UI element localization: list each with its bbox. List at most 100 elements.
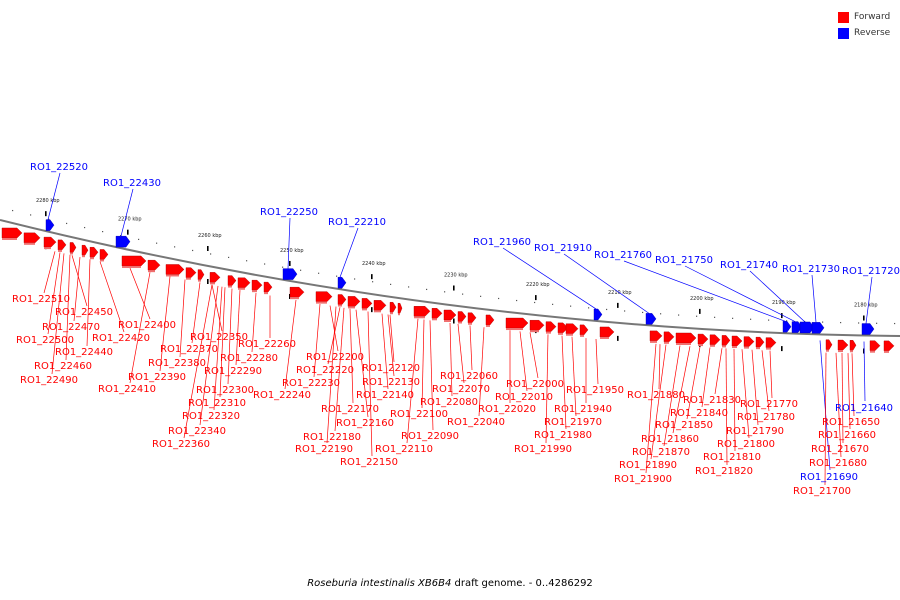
forward-leader-line (733, 348, 736, 452)
major-tick (863, 315, 865, 321)
forward-gene-label: RO1_21660 (818, 430, 876, 441)
minor-tick (120, 234, 122, 237)
forward-gene-shadow (664, 341, 669, 344)
forward-gene-arrow (837, 339, 849, 351)
forward-gene-label: RO1_22230 (282, 378, 340, 389)
forward-gene-label: RO1_21790 (726, 426, 784, 437)
forward-leader-line (769, 350, 773, 399)
forward-gene-arrow (89, 247, 99, 258)
forward-gene-arrow (289, 286, 305, 298)
forward-gene-shadow (580, 334, 584, 337)
major-tick-lower (207, 279, 209, 285)
forward-leader-line (284, 299, 297, 390)
forward-gene-shadow (530, 330, 539, 333)
forward-gene-label: RO1_21870 (632, 447, 690, 458)
minor-tick (696, 315, 698, 317)
legend: Forward Reverse (838, 9, 890, 41)
forward-gene-label: RO1_21900 (614, 474, 672, 485)
forward-gene-arrow (565, 323, 579, 334)
forward-leader-line (387, 314, 395, 377)
forward-gene-label: RO1_21970 (544, 417, 602, 428)
minor-tick (12, 209, 14, 212)
forward-leader-line (235, 290, 241, 366)
minor-tick (588, 307, 590, 309)
forward-gene-label: RO1_21950 (566, 385, 624, 396)
legend-forward: Forward (838, 9, 890, 25)
forward-leader-line (714, 348, 723, 395)
minor-tick (516, 299, 518, 302)
forward-gene-label: RO1_22000 (506, 379, 564, 390)
forward-gene-shadow (884, 350, 889, 353)
tick-label: 2230 kbp (444, 273, 468, 279)
forward-leader-line (851, 353, 855, 417)
major-tick-lower (453, 318, 455, 324)
forward-gene-shadow (698, 344, 703, 347)
leader-lines (43, 172, 873, 486)
minor-tick (444, 291, 446, 293)
forward-leader-line (421, 319, 425, 409)
gene-labels: RO1_22520 RO1_22430 RO1_22250 RO1_22210 RO1_… (12, 162, 900, 497)
forward-gene-shadow (432, 318, 437, 321)
forward-gene-arrow (43, 236, 57, 248)
forward-gene-arrow (147, 259, 161, 271)
reverse-leader-line (339, 227, 359, 278)
minor-tick (318, 272, 320, 274)
forward-gene-label: RO1_22140 (356, 390, 414, 401)
forward-gene-arrow (505, 317, 529, 329)
forward-leader-line (595, 338, 599, 385)
reverse-leader-line (47, 172, 61, 220)
reverse-gene-arrow (282, 268, 298, 280)
forward-gene-label: RO1_21880 (627, 390, 685, 401)
forward-gene-arrow (413, 306, 431, 317)
forward-gene-label: RO1_21890 (619, 460, 677, 471)
forward-gene-label: RO1_22350 (190, 332, 248, 343)
forward-leader-line (847, 353, 851, 430)
tick-label: 2200 kbp (690, 296, 714, 302)
reverse-gene-label: RO1_21960 (473, 237, 531, 248)
tick-label: 2250 kbp (280, 248, 304, 254)
forward-gene-shadow (228, 285, 232, 288)
minor-tick (822, 321, 824, 323)
minor-tick (48, 218, 50, 220)
forward-leader-line (478, 327, 485, 417)
forward-gene-shadow (756, 347, 760, 350)
forward-leader-line (326, 306, 337, 444)
forward-leader-line (519, 331, 528, 392)
minor-tick (408, 286, 410, 288)
forward-gene-shadow (732, 346, 737, 349)
reverse-leader-line (502, 247, 597, 310)
forward-gene-shadow (506, 328, 523, 331)
forward-leader-line (561, 335, 567, 430)
forward-gene-shadow (826, 349, 829, 352)
forward-gene-shadow (458, 321, 462, 324)
forward-gene-label: RO1_22360 (152, 439, 210, 450)
minor-tick (84, 226, 86, 229)
forward-gene-shadow (82, 255, 85, 258)
forward-gene-arrow (545, 321, 557, 332)
forward-gene-shadow (444, 320, 451, 322)
reverse-gene-label: RO1_22210 (328, 217, 386, 228)
reverse-gene-arrow (45, 219, 55, 231)
minor-tick (156, 242, 158, 244)
forward-gene-arrow (825, 339, 833, 350)
forward-gene-arrow (721, 335, 731, 346)
reverse-leader-line (863, 341, 866, 402)
minor-tick (894, 322, 896, 325)
minor-tick (354, 278, 356, 280)
tick-label: 2190 kbp (772, 300, 796, 306)
reverse-gene-label: RO1_21910 (534, 243, 592, 254)
major-tick (371, 274, 373, 280)
forward-leader-line (824, 352, 827, 486)
forward-gene-arrow (649, 330, 663, 342)
minor-tick (462, 293, 464, 295)
forward-gene-label: RO1_22020 (478, 404, 536, 415)
forward-gene-arrow (457, 311, 467, 322)
reverse-gene-label: RO1_21750 (655, 255, 713, 266)
forward-gene-label: RO1_22080 (420, 397, 478, 408)
forward-gene-arrow (485, 314, 495, 326)
forward-gene-arrow (389, 302, 397, 313)
forward-gene-label: RO1_22090 (401, 431, 459, 442)
forward-gene-shadow (290, 297, 299, 300)
tick-label: 2220 kbp (526, 282, 550, 288)
forward-gene-arrow (755, 336, 765, 348)
